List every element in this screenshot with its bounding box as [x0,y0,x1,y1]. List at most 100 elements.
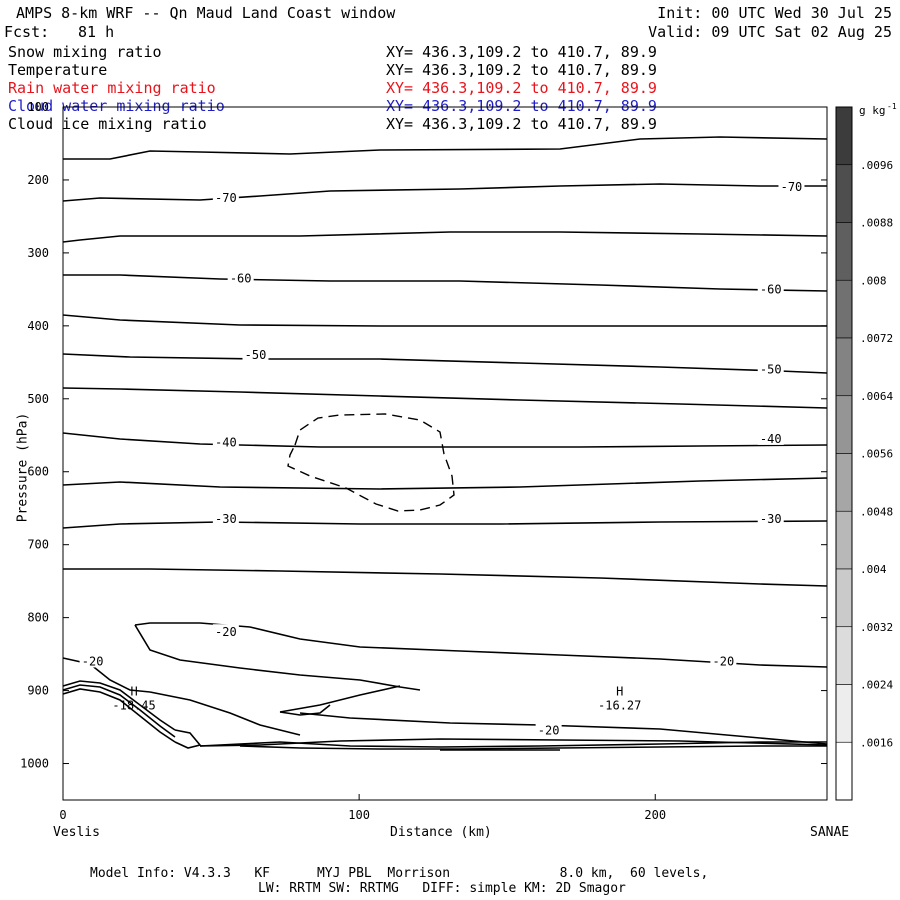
variable-row: Cloud water mixing ratio XY= 436.3,109.2 … [8,97,708,115]
isotherm-line [134,622,828,668]
isotherm-line [62,183,827,202]
colorbar-unit: g kg [859,104,886,117]
isotherm-label-bg [212,190,239,205]
variable-name: Cloud ice mixing ratio [8,115,207,133]
isotherm-label-bg [212,511,239,526]
variable-name: Cloud water mixing ratio [8,97,225,115]
isotherm-line [174,729,202,749]
cloud-ice-contour [287,413,455,512]
forecast-hour: 81 h [78,23,115,41]
isotherm-label-bg [757,361,784,376]
maximum-symbol: H [616,685,623,699]
isotherm-label-bg [79,653,106,668]
isotherm-label-bg [212,624,239,639]
variable-xy: XY= 436.3,109.2 to 410.7, 89.9 [386,79,657,97]
isotherm-label: -20 [215,625,237,639]
init-time: Init: 00 UTC Wed 30 Jul 25 [657,4,892,22]
isotherm-line [62,680,176,731]
variable-row: Temperature XY= 436.3,109.2 to 410.7, 89.… [8,61,708,79]
x-axis-title: Distance (km) [390,825,492,840]
isotherm-label: -20 [538,724,560,738]
colorbar-label: .0032 [860,621,893,634]
isotherm-label-bg [212,434,239,449]
isotherm-label-bg [710,653,737,668]
isotherm-label: -70 [781,180,803,194]
colorbar-segment [835,106,853,166]
isotherm-line [62,684,176,738]
colorbar-segment [835,164,853,223]
isotherm-label: -20 [713,654,735,668]
isotherm-label-bg [242,347,269,362]
isotherm-label: -50 [760,363,782,377]
isotherm-label-bg [535,722,562,737]
isotherm-label: -30 [215,512,237,526]
y-tick-label: 500 [27,392,49,406]
isotherm-line [62,477,828,490]
variable-row: Cloud ice mixing ratio XY= 436.3,109.2 to… [8,115,708,133]
isotherm-label-bg [227,270,254,285]
isotherm-label: -20 [82,654,104,668]
plot-area [62,106,828,801]
model-physics: LW: RRTM SW: RRTMG DIFF: simple KM: 2D S… [258,881,626,896]
isotherm-label-bg [757,511,784,526]
isotherm-line [62,520,828,529]
colorbar-label: .004 [860,563,887,576]
colorbar-segment [835,684,853,743]
variable-xy: XY= 436.3,109.2 to 410.7, 89.9 [386,115,657,133]
isotherm-line [63,136,828,160]
colorbar-segment [835,568,853,628]
y-tick-label: 400 [27,319,49,333]
y-tick-label: 1000 [20,757,49,771]
variable-xy: XY= 436.3,109.2 to 410.7, 89.9 [386,61,657,79]
colorbar-segment [835,279,853,339]
maximum-value: -16.27 [598,699,641,713]
isotherm-label-bg [757,430,784,445]
y-tick-label: 800 [27,611,49,625]
isotherm-label-bg [778,179,805,194]
isotherm-line [62,353,828,374]
variable-row: Snow mixing ratio XY= 436.3,109.2 to 410.… [8,43,708,61]
variable-name: Temperature [8,61,108,79]
maximum-value: -18.45 [112,699,155,713]
colorbar-label: .008 [860,274,887,287]
colorbar-label: .0072 [860,332,893,345]
colorbar-label: .0088 [860,217,893,230]
isotherm-label: -60 [230,271,252,285]
colorbar-label: .0048 [860,505,893,518]
colorbar-segment [835,626,853,685]
isotherm-label: -70 [215,191,237,205]
left-endpoint: Veslis [53,825,100,840]
forecast-label: Fcst: [4,23,50,41]
isotherm-line [149,691,301,736]
isotherm-line [62,314,827,327]
x-tick-label: 200 [644,808,666,822]
colorbar-label: .0056 [860,448,893,461]
isotherm-line [63,568,828,587]
colorbar-segment [835,222,853,281]
isotherm-label: -40 [760,432,782,446]
isotherm-line [279,685,401,713]
colorbar-segment [835,741,853,801]
variable-xy: XY= 436.3,109.2 to 410.7, 89.9 [386,43,657,61]
colorbar-label: .0064 [860,390,893,403]
colorbar-segment [835,453,853,512]
colorbar-segment [835,337,853,397]
x-tick-label: 100 [348,808,370,822]
y-tick-label: 600 [27,465,49,479]
isotherm-label: -60 [760,282,782,296]
isotherm-line [134,624,421,691]
variable-xy: XY= 436.3,109.2 to 410.7, 89.9 [386,97,657,115]
maximum-symbol: H [130,685,137,699]
model-info: Model Info: V4.3.3 KF MYJ PBL Morrison 8… [90,866,709,881]
isotherm-label: -30 [760,512,782,526]
colorbar-unit-exponent: -1 [887,102,897,111]
variable-name: Rain water mixing ratio [8,79,216,97]
isotherm-line [199,738,828,747]
isotherm-line [62,688,176,743]
x-tick-label: 0 [59,808,66,822]
isotherm-line [239,745,827,750]
isotherm-label: -40 [215,436,237,450]
colorbar-segment [835,510,853,570]
colorbar-label: .0016 [860,736,893,749]
